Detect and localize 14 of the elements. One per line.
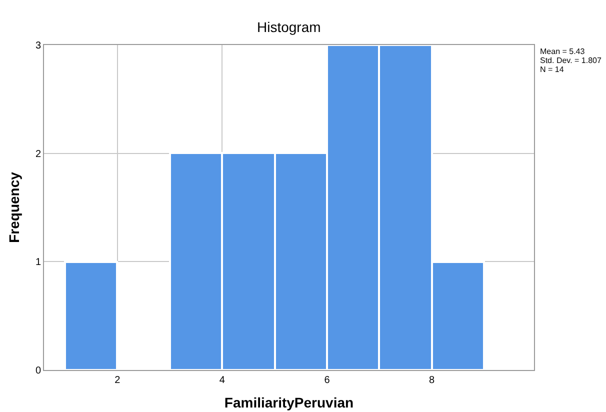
x-tick-label: 4 <box>219 375 226 386</box>
text: Std. Dev. = 1.807 <box>540 56 602 65</box>
y-axis-title: Frequency <box>6 172 22 243</box>
y-tick-label: 1 <box>35 257 42 268</box>
x-tick-label: 8 <box>429 375 436 386</box>
y-tick-label: 3 <box>35 40 42 52</box>
chart-title: Histogram <box>257 19 321 35</box>
y-tick-label: 2 <box>35 148 42 160</box>
text: N = 14 <box>540 65 564 74</box>
x-tick-label: 6 <box>324 375 330 386</box>
x-axis-title: FamiliarityPeruvian <box>224 394 354 410</box>
y-tick-label: 0 <box>35 366 42 376</box>
text: Mean = 5.43 <box>540 47 586 56</box>
x-tick-label: 2 <box>114 375 121 386</box>
